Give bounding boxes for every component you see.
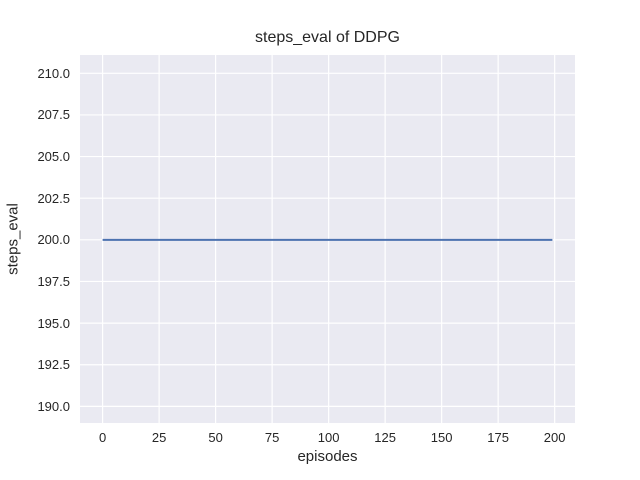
- y-tick-label: 192.5: [37, 357, 70, 373]
- x-tick-label: 50: [208, 430, 223, 445]
- y-tick-label: 200.0: [37, 232, 70, 248]
- x-axis-label: episodes: [297, 448, 358, 465]
- y-tick-label: 207.5: [37, 107, 70, 123]
- x-tick-label: 75: [264, 430, 280, 445]
- x-tick-label: 100: [317, 430, 340, 445]
- y-tick-label: 210.0: [37, 65, 70, 81]
- plot-canvas: [80, 55, 575, 423]
- y-axis-label: steps_eval: [4, 203, 22, 275]
- x-tick-label: 150: [430, 430, 453, 445]
- x-tick-label: 200: [543, 430, 566, 445]
- x-tick-label: 125: [374, 430, 396, 445]
- y-tick-label: 205.0: [37, 149, 70, 165]
- x-tick-label: 25: [151, 430, 167, 445]
- x-tick-label: 0: [98, 430, 107, 445]
- y-tick-label: 195.0: [37, 315, 70, 331]
- y-tick-label: 197.5: [37, 273, 70, 289]
- plot-area: [80, 55, 575, 423]
- y-tick-label: 202.5: [37, 190, 70, 206]
- y-tick-label: 190.0: [37, 398, 70, 414]
- x-tick-label: 175: [487, 430, 509, 445]
- chart-title: steps_eval of DDPG: [255, 29, 400, 46]
